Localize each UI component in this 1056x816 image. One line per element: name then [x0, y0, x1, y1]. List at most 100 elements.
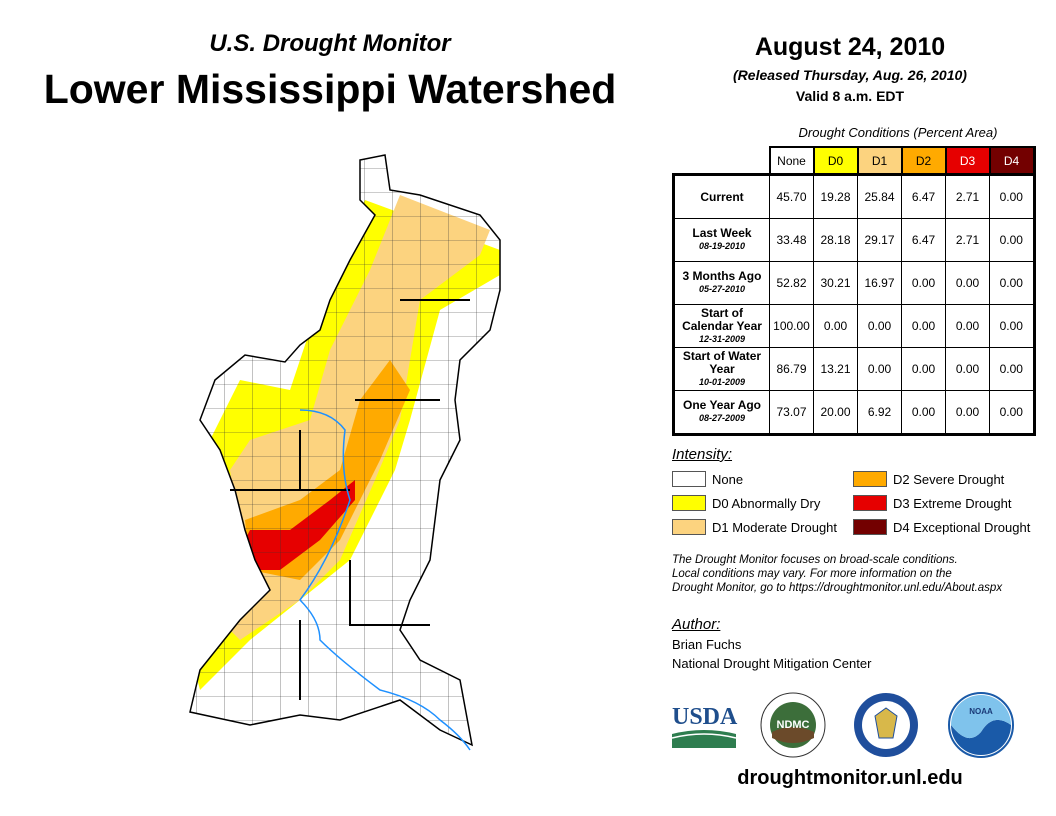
legend-swatch — [672, 471, 706, 487]
disclaimer-note: The Drought Monitor focuses on broad-sca… — [672, 553, 1002, 595]
release-date: (Released Thursday, Aug. 26, 2010) — [733, 67, 967, 83]
table-cell: 0.00 — [901, 261, 946, 305]
table-cell: 0.00 — [945, 304, 990, 348]
table-cell: 28.18 — [813, 218, 858, 262]
svg-text:USDA: USDA — [672, 704, 738, 730]
legend-swatch — [672, 495, 706, 511]
table-header-row: None D0 D1 D2 D3 D4 — [674, 146, 1036, 176]
row-label-text: One Year Ago — [682, 398, 762, 412]
table-cell: 100.00 — [769, 304, 814, 348]
legend-item: D1 Moderate Drought — [672, 519, 837, 535]
row-label: Last Week 08-19-2010 — [672, 218, 770, 262]
drought-map — [189, 154, 501, 751]
table-row: One Year Ago 08-27-2009 73.07 20.00 6.92 0.00… — [672, 390, 1036, 436]
legend-label: D2 Severe Drought — [893, 471, 1005, 487]
table-cell: 2.71 — [945, 173, 990, 219]
table-row: Last Week 08-19-2010 33.48 28.18 29.17 6.47 2.… — [672, 218, 1036, 262]
table-cell: 45.70 — [769, 173, 814, 219]
table-cell: 25.84 — [857, 173, 902, 219]
table-cell: 0.00 — [945, 347, 990, 391]
row-label-text: Last Week — [692, 226, 752, 240]
svg-text:NOAA: NOAA — [969, 707, 993, 716]
header-d3: D3 — [944, 146, 991, 176]
header-none: None — [768, 146, 815, 176]
table-cell: 0.00 — [901, 347, 946, 391]
svg-text:NDMC: NDMC — [777, 719, 810, 731]
table-cell: 30.21 — [813, 261, 858, 305]
table-cell: 19.28 — [813, 173, 858, 219]
table-row: Current 45.70 19.28 25.84 6.47 2.71 0.00 — [672, 173, 1036, 219]
header-d0: D0 — [812, 146, 859, 176]
table-cell: 6.47 — [901, 173, 946, 219]
legend-title: Intensity: — [672, 446, 733, 463]
table-cell: 0.00 — [857, 304, 902, 348]
table-cell: 0.00 — [989, 261, 1036, 305]
commerce-seal-logo — [854, 693, 918, 757]
table-cell: 0.00 — [813, 304, 858, 348]
note-line: Drought Monitor, go to https://droughtmo… — [672, 582, 1003, 594]
table-cell: 0.00 — [901, 390, 946, 436]
header-d1: D1 — [856, 146, 903, 176]
row-label: Start of Calendar Year 12-31-2009 — [672, 304, 770, 348]
legend-item: None — [672, 471, 743, 487]
table-cell: 13.21 — [813, 347, 858, 391]
map-date: August 24, 2010 — [754, 33, 946, 61]
legend-swatch — [853, 495, 887, 511]
table-row: Start of Water Year 10-01-2009 86.79 13.21 0… — [672, 347, 1036, 391]
table-cell: 0.00 — [857, 347, 902, 391]
legend-label: D4 Exceptional Drought — [893, 519, 1031, 535]
legend-item: D3 Extreme Drought — [853, 495, 1012, 511]
table-cell: 0.00 — [989, 173, 1036, 219]
table-cell: 52.82 — [769, 261, 814, 305]
row-label: 3 Months Ago 05-27-2010 — [672, 261, 770, 305]
table-cell: 20.00 — [813, 390, 858, 436]
noaa-logo: NOAA — [948, 692, 1014, 758]
table-cell: 0.00 — [945, 390, 990, 436]
legend-label: D0 Abnormally Dry — [712, 495, 821, 511]
drought-table: None D0 D1 D2 D3 D4 Current 45.70 19.28 25.… — [672, 146, 1036, 436]
usda-logo: USDA — [671, 704, 738, 748]
table-cell: 0.00 — [989, 390, 1036, 436]
table-row: 3 Months Ago 05-27-2010 52.82 30.21 16.97 0.0… — [672, 261, 1036, 305]
table-cell: 29.17 — [857, 218, 902, 262]
legend-label: D1 Moderate Drought — [712, 519, 838, 535]
table-cell: 0.00 — [945, 261, 990, 305]
table-cell: 73.07 — [769, 390, 814, 436]
legend-label: None — [712, 471, 744, 487]
table-cell: 86.79 — [769, 347, 814, 391]
table-cell: 33.48 — [769, 218, 814, 262]
ndmc-logo: NDMC — [760, 692, 826, 758]
row-label-text: Start of Calendar Year — [682, 305, 762, 333]
row-date: 08-19-2010 — [698, 241, 746, 251]
legend-swatch — [853, 519, 887, 535]
table-cell: 0.00 — [989, 347, 1036, 391]
legend-item: D2 Severe Drought — [853, 471, 1004, 487]
row-label: Start of Water Year 10-01-2009 — [672, 347, 770, 391]
row-date: 05-27-2010 — [698, 284, 746, 294]
row-date: 12-31-2009 — [698, 333, 746, 344]
header-d2: D2 — [900, 146, 947, 176]
row-label: One Year Ago 08-27-2009 — [672, 390, 770, 436]
table-cell: 0.00 — [989, 304, 1036, 348]
footer-url[interactable]: droughtmonitor.unl.edu — [737, 767, 963, 789]
note-line: Local conditions may vary. For more info… — [672, 568, 952, 580]
header-d4: D4 — [988, 146, 1036, 176]
row-label-text: Current — [700, 189, 744, 204]
legend-label: D3 Extreme Drought — [893, 495, 1012, 511]
map-subtitle: U.S. Drought Monitor — [209, 30, 451, 57]
table-caption: Drought Conditions (Percent Area) — [798, 125, 998, 140]
state-boundaries — [230, 299, 470, 700]
mississippi-river — [299, 409, 471, 751]
valid-time: Valid 8 a.m. EDT — [795, 88, 905, 104]
note-line: The Drought Monitor focuses on broad-sca… — [672, 554, 958, 566]
author-org: National Drought Mitigation Center — [672, 656, 872, 671]
legend-item: D0 Abnormally Dry — [672, 495, 820, 511]
legend-swatch — [672, 519, 706, 535]
table-cell: 0.00 — [989, 218, 1036, 262]
table-cell: 0.00 — [901, 304, 946, 348]
legend-swatch — [853, 471, 887, 487]
row-label-text: Start of Water Year — [682, 348, 762, 376]
author-title: Author: — [672, 616, 721, 633]
row-date: 08-27-2009 — [698, 413, 746, 423]
